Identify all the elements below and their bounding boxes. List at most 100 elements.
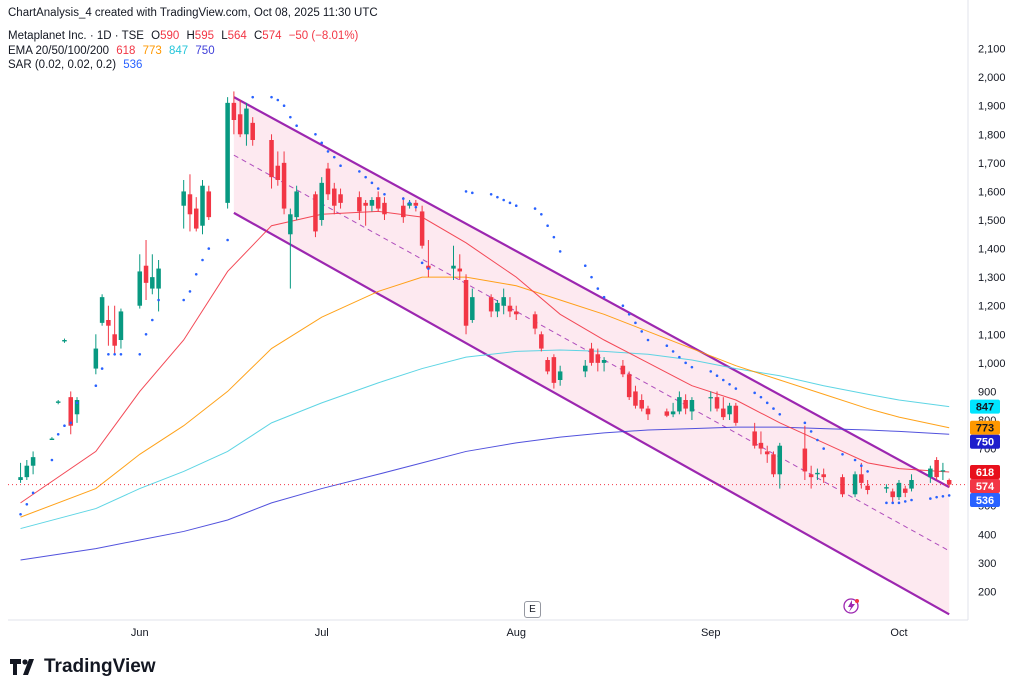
candle-body <box>934 460 939 478</box>
candle-body <box>777 445 783 475</box>
sar-dot <box>282 104 286 108</box>
candle <box>281 151 287 215</box>
candle <box>595 348 601 372</box>
candle-body <box>93 348 99 369</box>
candle <box>206 185 212 220</box>
sar-dot <box>295 124 298 128</box>
candle <box>557 365 563 386</box>
candle-body <box>288 214 293 235</box>
candle-body <box>401 205 406 218</box>
candle-body <box>758 442 764 449</box>
sar-dot <box>320 141 324 145</box>
candle <box>407 200 412 209</box>
sar-dot <box>590 275 593 279</box>
candle-body <box>150 277 155 289</box>
sar-dot <box>194 272 198 276</box>
candle <box>137 254 143 309</box>
candle-body <box>896 482 902 498</box>
sar-dot <box>671 350 675 353</box>
candle-body <box>532 314 538 329</box>
sar-dot <box>19 512 22 516</box>
sar-dot <box>119 352 123 356</box>
y-tick-label: 2,100 <box>978 44 1006 56</box>
candle <box>156 260 161 312</box>
candle-body <box>206 191 212 218</box>
candle <box>413 200 419 212</box>
price-tag-label: 536 <box>976 495 994 507</box>
ohlc-change: −50 (−8.01%) <box>288 30 359 42</box>
y-tick-label: 1,300 <box>978 272 1006 284</box>
sar-dot <box>866 470 869 473</box>
y-tick-label: 400 <box>978 529 996 541</box>
plot-area <box>8 91 968 616</box>
sar-dot <box>251 95 255 99</box>
y-tick-label: 1,500 <box>978 215 1006 227</box>
candle <box>451 245 456 280</box>
sar-dot <box>941 494 945 498</box>
candle-body <box>181 191 186 206</box>
candle-body <box>187 194 193 215</box>
candle-body <box>884 487 889 489</box>
candle-body <box>55 401 61 403</box>
y-tick-label: 300 <box>978 558 996 570</box>
high-label: H <box>186 30 195 42</box>
channel-lower-line <box>233 211 950 616</box>
sar-dot <box>640 330 644 333</box>
candle <box>601 357 607 372</box>
candle-body <box>595 354 601 363</box>
candle <box>589 342 594 366</box>
price-tag: 536 <box>970 493 1000 507</box>
sar-dot <box>715 374 719 378</box>
candle-body <box>231 102 237 120</box>
candle-body <box>909 480 914 489</box>
candle-body <box>112 334 117 346</box>
ema-legend: EMA 20/50/100/200 618 773 847 750 <box>8 45 219 57</box>
sar-dot <box>678 355 681 359</box>
candle <box>758 431 764 455</box>
candle <box>545 357 550 375</box>
ema-label: EMA 20/50/100/200 <box>8 45 110 57</box>
sar-dot <box>778 412 782 416</box>
y-tick-label: 900 <box>978 386 996 398</box>
candle <box>457 254 463 280</box>
sar-dot <box>860 464 863 468</box>
candle <box>752 422 757 449</box>
candle-body <box>582 365 588 372</box>
price-tag-label: 773 <box>976 423 994 435</box>
candle-body <box>808 474 814 478</box>
candle-body <box>620 365 626 375</box>
candle <box>733 402 739 426</box>
sar-dot <box>420 261 424 265</box>
sar-dot <box>634 321 637 325</box>
price-tag-bg <box>970 420 1000 435</box>
candle-body <box>332 188 337 206</box>
candle-body <box>689 400 695 412</box>
sar-dot <box>226 238 229 242</box>
sar-dot <box>765 401 769 405</box>
sar-dot <box>201 258 204 262</box>
events-button[interactable]: E <box>524 601 541 618</box>
sar-dot <box>414 205 418 209</box>
candle <box>645 405 651 420</box>
candle-body <box>664 411 670 416</box>
candle-body <box>382 202 387 215</box>
sar-dot <box>464 190 468 193</box>
candle-body <box>319 182 324 220</box>
candle-body <box>269 140 274 178</box>
candle-body <box>407 202 412 206</box>
sar-dot <box>822 447 825 450</box>
candle <box>419 205 425 249</box>
candle <box>49 437 55 440</box>
candle <box>852 471 858 498</box>
sar-dot <box>401 197 405 200</box>
candle-body <box>840 477 845 495</box>
candle-body <box>143 265 149 283</box>
candle <box>821 468 826 483</box>
candle <box>332 182 337 215</box>
sar-dot <box>753 391 756 395</box>
sar-dot <box>94 384 98 388</box>
candle-body <box>193 208 199 229</box>
tradingview-logo[interactable]: TradingView <box>10 656 156 678</box>
sar-dot <box>558 250 562 253</box>
